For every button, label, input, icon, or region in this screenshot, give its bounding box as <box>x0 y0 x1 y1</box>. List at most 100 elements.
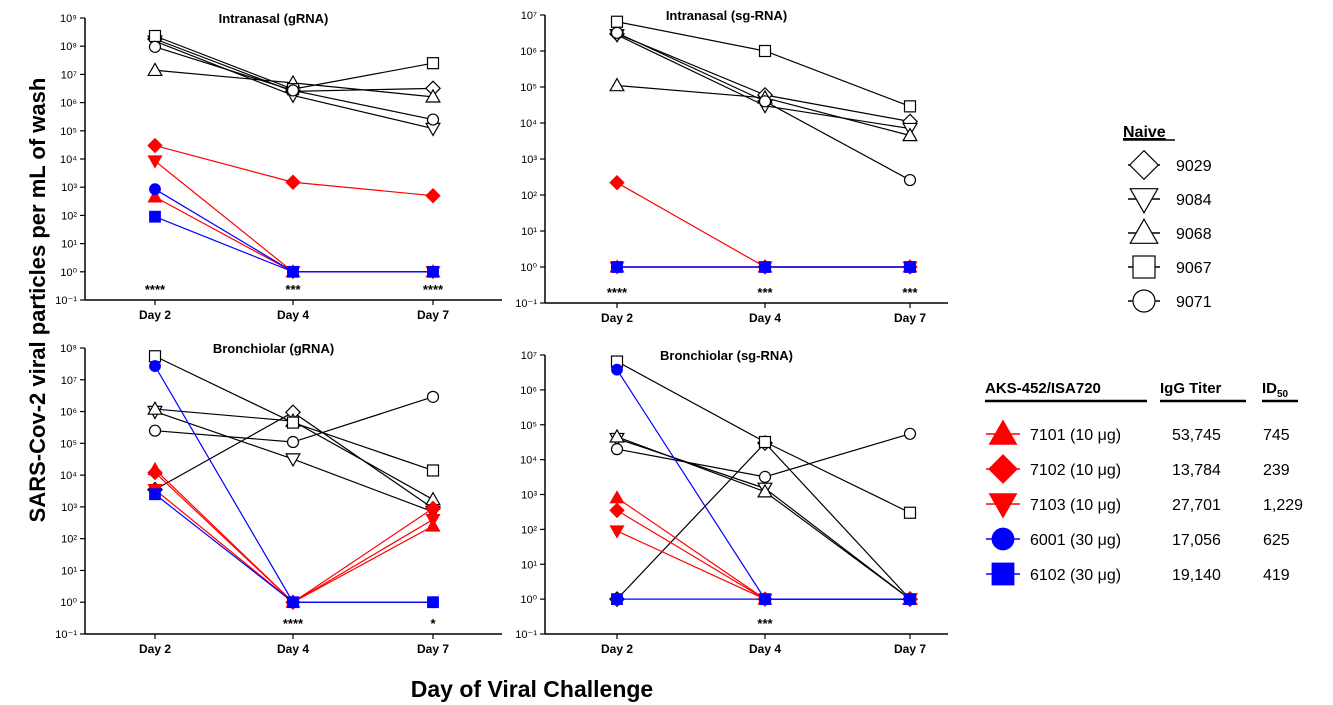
chart-panel-3: 10⁻¹ 10⁰ 10¹ 10² 10³ 10⁴ 10⁵ 10⁶ 10⁷ 10⁸ Day 2 Day … <box>55 341 502 656</box>
igg-titer-value: 13,784 <box>1172 462 1221 479</box>
x-tick-label: Day 4 <box>277 308 309 322</box>
y-tick-label: 10¹ <box>521 226 537 238</box>
legend-label: 6001 (30 μg) <box>1030 532 1121 549</box>
data-point <box>758 95 772 108</box>
y-tick-label: 10⁴ <box>60 154 77 166</box>
x-tick-label: Day 2 <box>601 311 633 325</box>
data-point <box>610 15 624 28</box>
vaccine-legend-header: IgG Titer <box>1160 380 1222 397</box>
series-7102 <box>147 464 441 610</box>
y-tick-label: 10² <box>61 210 77 222</box>
igg-titer-value: 53,745 <box>1172 427 1221 444</box>
igg-titer-value: 17,056 <box>1172 532 1221 549</box>
vaccine-legend-header: AKS-452/ISA720 <box>985 380 1101 397</box>
naive-legend-title: Naive <box>1123 124 1166 141</box>
data-point <box>759 261 771 273</box>
data-point <box>758 470 772 483</box>
data-point <box>287 265 299 278</box>
data-point <box>147 400 163 415</box>
data-point <box>610 443 624 456</box>
y-tick-label: 10⁶ <box>60 407 77 419</box>
legend-label: 9029 <box>1176 158 1212 175</box>
series-line <box>616 438 911 600</box>
data-point <box>287 596 299 609</box>
id50-value: 239 <box>1263 462 1290 479</box>
data-point <box>149 360 161 372</box>
data-point <box>426 113 440 126</box>
y-tick-label: 10⁻¹ <box>55 629 77 641</box>
significance-label: **** <box>283 616 304 631</box>
legend-marker <box>1132 289 1156 313</box>
data-point <box>426 57 440 70</box>
y-tick-label: 10⁷ <box>61 69 77 81</box>
naive-legend-item-9029: 9029 <box>1128 149 1212 181</box>
series-line <box>154 365 433 603</box>
y-tick-label: 10³ <box>61 182 77 194</box>
y-tick-label: 10⁸ <box>60 343 77 355</box>
legend-marker <box>988 419 1018 445</box>
y-tick-label: 10⁶ <box>60 98 77 110</box>
data-point <box>148 29 162 43</box>
id50-value: 745 <box>1263 427 1290 444</box>
data-point <box>426 464 440 477</box>
data-point <box>147 464 163 481</box>
y-tick-label: 10⁴ <box>60 470 77 482</box>
y-tick-label: 10² <box>61 534 77 546</box>
significance-label: *** <box>757 616 773 631</box>
data-point <box>904 593 916 606</box>
x-tick-label: Day 2 <box>601 642 633 656</box>
significance-label: **** <box>423 282 444 297</box>
significance-label: *** <box>285 282 301 297</box>
id50-value: 1,229 <box>1263 497 1303 514</box>
y-tick-label: 10⁰ <box>520 594 537 606</box>
x-tick-label: Day 2 <box>139 308 171 322</box>
series-9067 <box>610 15 917 113</box>
data-point <box>610 26 624 39</box>
vaccine-legend-row-6102: 6102 (30 μg) 19,140 419 <box>986 562 1290 586</box>
series-line <box>616 497 910 600</box>
y-tick-label: 10⁶ <box>520 385 537 397</box>
series-7102 <box>609 502 918 607</box>
data-point <box>425 187 441 204</box>
y-tick-label: 10⁵ <box>520 82 537 94</box>
significance-label: **** <box>607 285 628 300</box>
data-point <box>609 502 625 519</box>
y-tick-label: 10⁰ <box>60 597 77 609</box>
y-tick-label: 10⁷ <box>521 350 537 362</box>
chart-panel-2: 10⁻¹ 10⁰ 10¹ 10² 10³ 10⁴ 10⁵ 10⁶ 10⁷ Day 2 **** Day… <box>515 8 948 325</box>
chart-panel-1: 10⁻¹ 10⁰ 10¹ 10² 10³ 10⁴ 10⁵ 10⁶ 10⁷ 10⁸ 10⁹ Day 2 *… <box>55 11 502 322</box>
series-9071 <box>610 427 917 483</box>
data-point <box>903 427 917 440</box>
data-point <box>609 525 625 539</box>
series-7101 <box>609 490 918 605</box>
y-tick-label: 10⁻¹ <box>515 298 537 310</box>
y-tick-label: 10² <box>521 190 537 202</box>
series-9071 <box>148 390 440 449</box>
data-point <box>286 435 300 449</box>
legend-label: 9067 <box>1176 260 1212 277</box>
data-point <box>757 483 773 498</box>
y-tick-label: 10² <box>521 524 537 536</box>
legend-label: 7101 (10 μg) <box>1030 427 1121 444</box>
legend-label: 9071 <box>1176 294 1212 311</box>
data-point <box>904 261 916 273</box>
y-tick-label: 10⁶ <box>520 46 537 58</box>
y-tick-label: 10³ <box>521 154 537 166</box>
data-point <box>609 428 625 443</box>
y-tick-label: 10¹ <box>61 239 77 251</box>
legend-label: 9068 <box>1176 226 1212 243</box>
series-9071 <box>610 26 917 187</box>
significance-label: **** <box>145 282 166 297</box>
vaccine-legend: AKS-452/ISA720 IgG Titer ID50 7101 (10 μg) 5… <box>985 380 1303 586</box>
data-point <box>611 593 623 606</box>
series-9071 <box>148 40 440 126</box>
data-point <box>425 88 441 103</box>
data-point <box>147 137 163 154</box>
data-point <box>148 350 162 363</box>
data-point <box>147 155 163 169</box>
series-line <box>616 509 910 600</box>
series-line <box>616 182 910 268</box>
igg-titer-value: 19,140 <box>1172 567 1221 584</box>
legend-marker <box>1129 188 1159 214</box>
series-6001 <box>149 183 439 278</box>
